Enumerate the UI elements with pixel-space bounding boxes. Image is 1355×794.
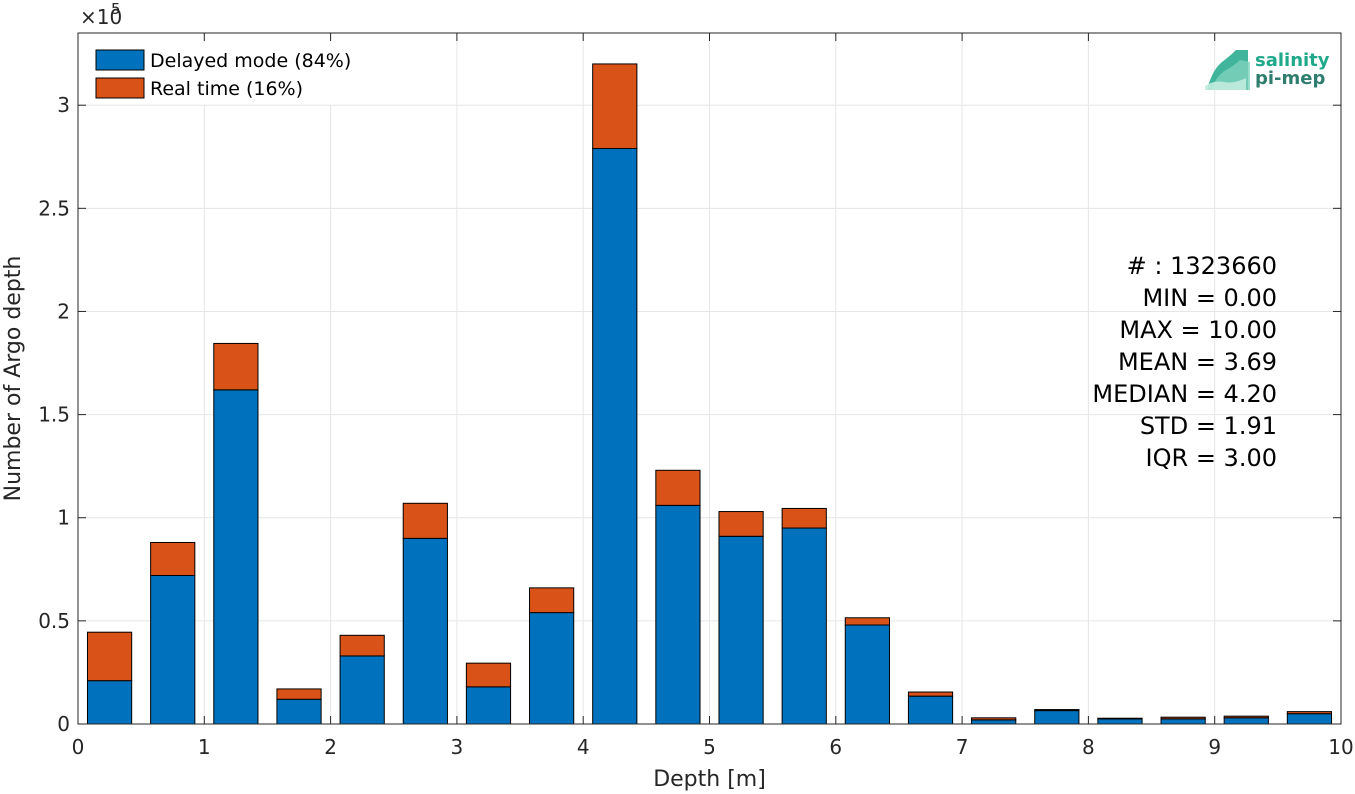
bar-delayed-mode	[844, 624, 890, 725]
bar-delayed-mode	[1097, 718, 1143, 725]
x-axis-label: Depth [m]	[653, 767, 766, 792]
stat-line: # : 1323660	[1127, 252, 1277, 280]
legend-swatch-delayed	[95, 49, 145, 71]
x-tick-label: 8	[1082, 735, 1095, 759]
bar-real-time	[971, 717, 1017, 721]
bar-real-time	[592, 63, 638, 150]
y-axis-label: Number of Argo depth	[1, 256, 26, 502]
bar-real-time	[781, 507, 827, 529]
bar-delayed-mode	[276, 698, 322, 725]
bar-real-time	[1223, 715, 1269, 719]
axis-ticks: 0 1 2 3 4 5 6 7 8 9 10 0 0.5 1 1.5 2 2.5 3	[38, 33, 1354, 759]
bar-real-time	[1034, 709, 1080, 712]
x-tick-label: 6	[829, 735, 842, 759]
y-tick-label: 0.5	[38, 609, 70, 633]
bar-real-time	[339, 634, 385, 657]
bar-delayed-mode	[1034, 710, 1080, 725]
x-tick-label: 7	[956, 735, 969, 759]
x-tick-label: 1	[198, 735, 211, 759]
y-exponent: ×10 5	[80, 0, 122, 29]
y-tick-label: 2.5	[38, 196, 70, 220]
stat-line: MEDIAN = 4.20	[1092, 380, 1277, 408]
bar-real-time	[1286, 711, 1333, 715]
x-tick-label: 0	[72, 735, 85, 759]
y-tick-label: 1	[57, 506, 70, 530]
bar-real-time	[1097, 717, 1143, 720]
bar-real-time	[1160, 716, 1206, 720]
logo-wave-icon	[1205, 50, 1250, 90]
y-tick-label: 2	[57, 299, 70, 323]
bar-delayed-mode	[465, 686, 512, 725]
bar-delayed-mode	[718, 535, 764, 725]
y-tick-label: 0	[57, 712, 70, 736]
y-exponent-base: ×10	[80, 5, 122, 29]
bar-delayed-mode	[339, 655, 385, 725]
bar-real-time	[465, 662, 512, 688]
bar-delayed-mode	[592, 148, 638, 725]
bar-delayed-mode	[655, 504, 701, 725]
bar-real-time	[718, 511, 764, 537]
bar-delayed-mode	[1160, 718, 1206, 725]
bar-real-time	[213, 342, 259, 391]
bar-delayed-mode	[529, 612, 575, 725]
logo-text-pimep: pi-mep	[1255, 68, 1325, 89]
bar-real-time	[907, 691, 954, 697]
bar-delayed-mode	[150, 574, 196, 725]
y-exponent-power: 5	[111, 0, 121, 18]
stats-box: # : 1323660 MIN = 0.00 MAX = 10.00 MEAN = 3…	[1092, 252, 1277, 472]
bar-delayed-mode	[1223, 717, 1269, 725]
bar-delayed-mode	[907, 695, 954, 725]
stat-line: MAX = 10.00	[1119, 316, 1277, 344]
stat-line: STD = 1.91	[1140, 412, 1277, 440]
y-tick-label: 3	[57, 93, 70, 117]
stat-line: MIN = 0.00	[1142, 284, 1277, 312]
bar-real-time	[844, 617, 890, 626]
bar-real-time	[402, 502, 448, 539]
x-tick-label: 2	[324, 735, 337, 759]
x-tick-label: 10	[1328, 735, 1353, 759]
x-tick-label: 5	[703, 735, 716, 759]
x-tick-label: 9	[1208, 735, 1221, 759]
bar-delayed-mode	[781, 527, 827, 725]
logo-text-salinity: salinity	[1255, 50, 1330, 71]
bar-delayed-mode	[402, 537, 448, 725]
bar-delayed-mode	[86, 680, 133, 725]
legend: Delayed mode (84%) Real time (16%)	[85, 41, 381, 105]
bar-delayed-mode	[213, 389, 259, 725]
legend-swatch-realtime	[95, 77, 145, 99]
bar-real-time	[150, 541, 196, 576]
legend-label-delayed: Delayed mode (84%)	[150, 50, 351, 72]
y-tick-label: 1.5	[38, 403, 70, 427]
logo: salinity pi-mep	[1205, 50, 1330, 90]
stat-line: MEAN = 3.69	[1118, 348, 1277, 376]
stat-line: IQR = 3.00	[1146, 444, 1277, 472]
x-tick-label: 3	[451, 735, 464, 759]
bar-real-time	[276, 688, 322, 700]
bar-delayed-mode	[971, 719, 1017, 725]
legend-label-realtime: Real time (16%)	[150, 78, 303, 100]
bar-delayed-mode	[1286, 713, 1333, 725]
bars-group	[86, 63, 1333, 725]
x-tick-label: 4	[577, 735, 590, 759]
bar-real-time	[655, 469, 701, 506]
bar-real-time	[529, 587, 575, 614]
bar-real-time	[86, 631, 133, 682]
